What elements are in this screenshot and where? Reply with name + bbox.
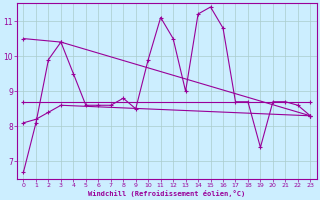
X-axis label: Windchill (Refroidissement éolien,°C): Windchill (Refroidissement éolien,°C) [88, 190, 245, 197]
